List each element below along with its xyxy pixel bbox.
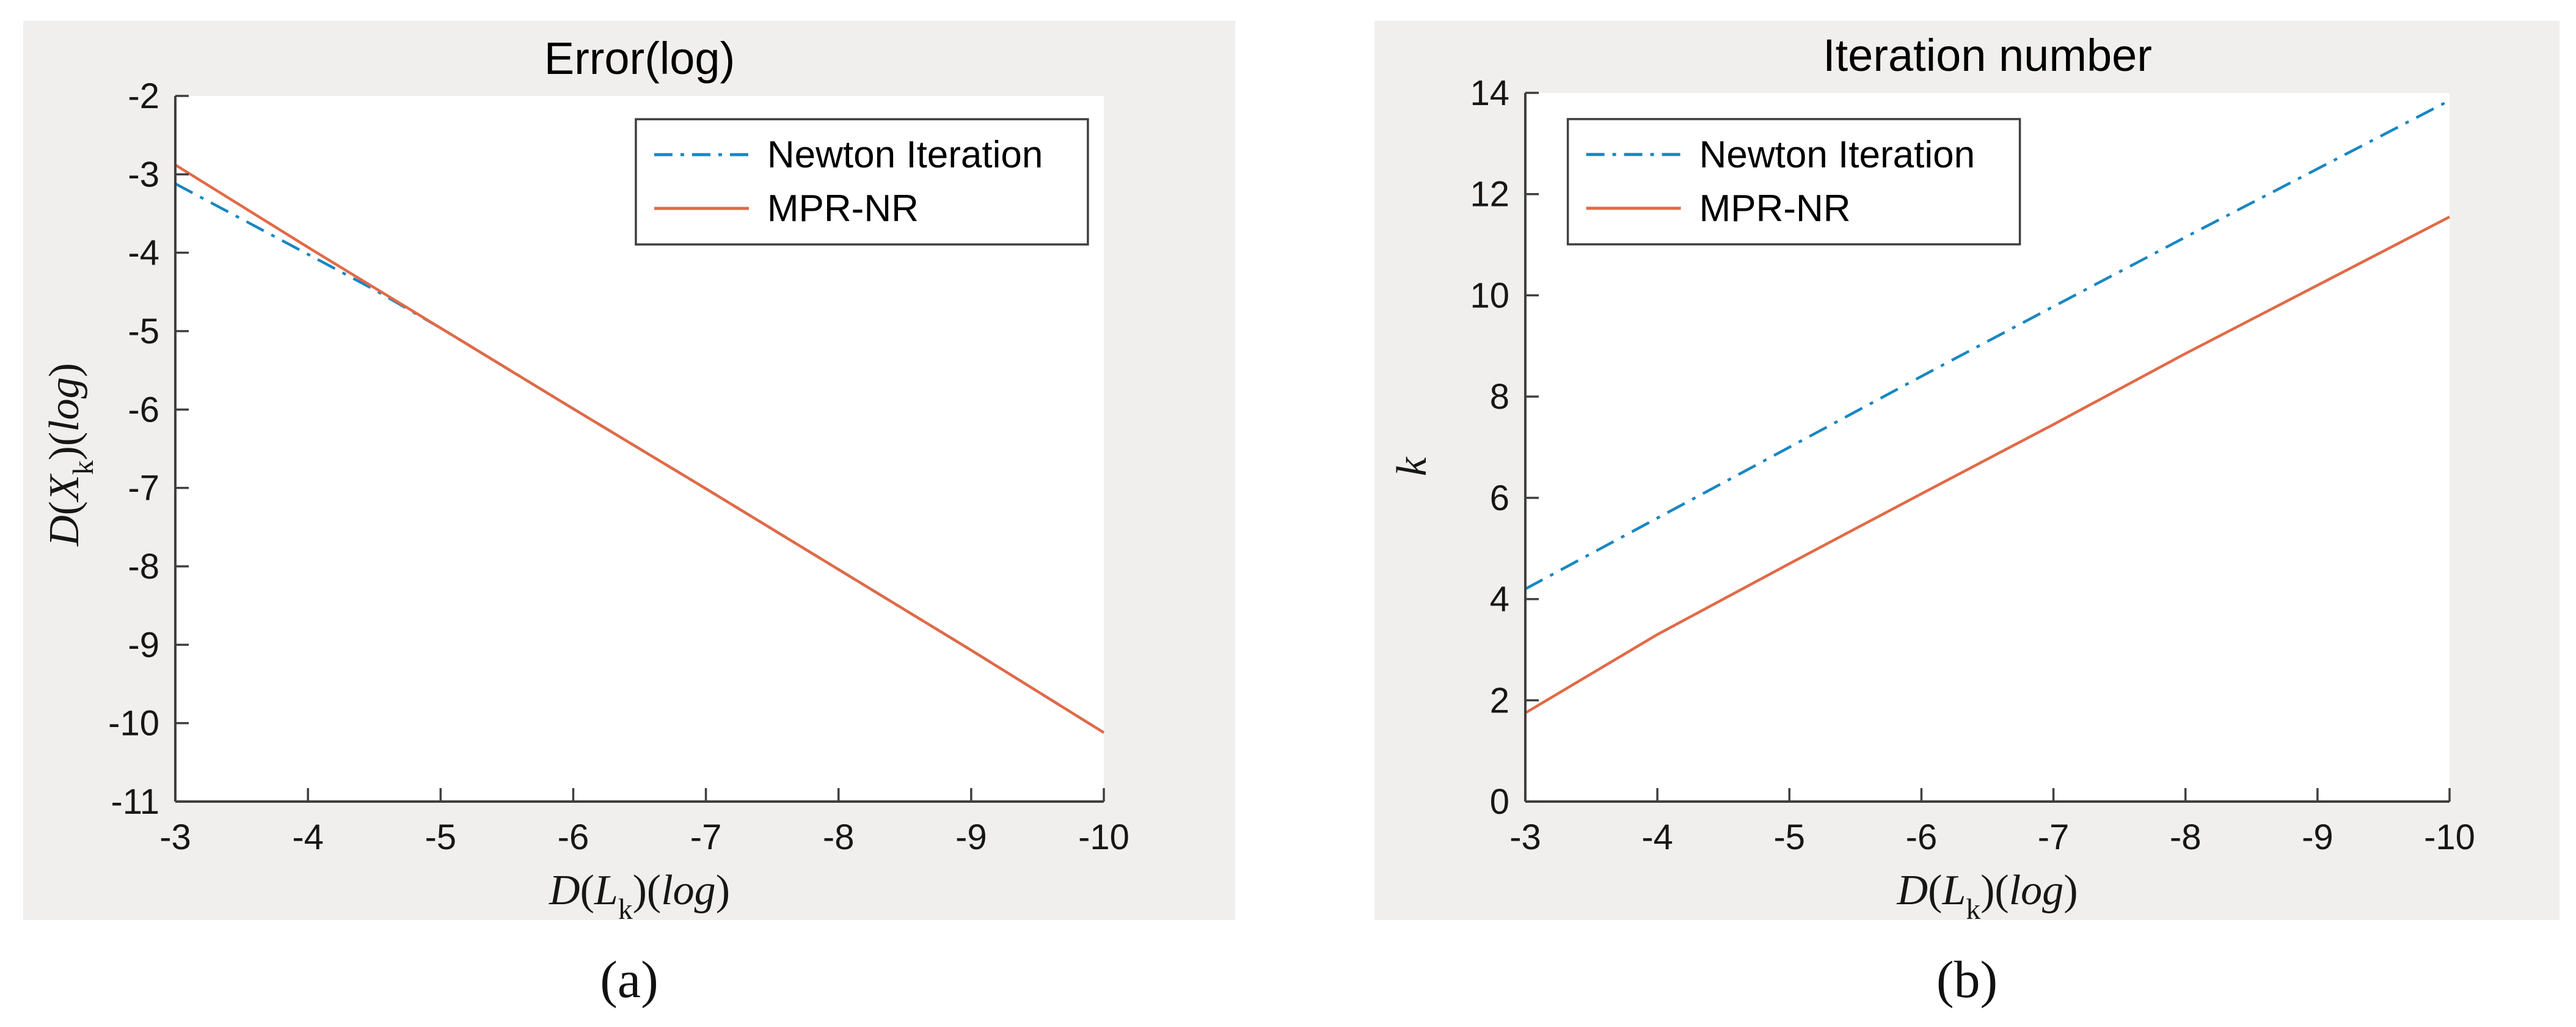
y-axis-tick-label: 6 <box>1490 478 1509 518</box>
x-axis-tick-label: -7 <box>690 817 722 857</box>
legend: Newton Iteration MPR-NR <box>635 118 1089 246</box>
x-axis-tick-label: -4 <box>292 817 324 857</box>
series-line-mpr-nr <box>1524 216 2451 714</box>
x-axis-tick-label: -7 <box>2038 817 2070 857</box>
y-axis-tick-label: -2 <box>128 76 159 116</box>
y-axis-tick-label: 2 <box>1490 681 1509 720</box>
x-axis-tick-label: -10 <box>1078 817 1129 857</box>
chart-title: Error(log) <box>544 33 735 84</box>
y-axis-label: D(Xk)(log) <box>41 363 100 547</box>
x-axis-tick-label: -5 <box>1773 817 1805 857</box>
x-axis-label: D(Lk)(log) <box>549 867 730 920</box>
axes-spines <box>174 96 1104 803</box>
x-axis-tick-label: -6 <box>1906 817 1938 857</box>
series-line-newton-iteration <box>1524 99 2451 590</box>
x-axis-tick-label: -8 <box>823 817 855 857</box>
series-line-mpr-nr <box>174 163 1105 734</box>
iteration-number-chart: -3 -4 -5 -6 -7 -8 -9 -10 14 12 10 8 6 4 2 0 Iteration nu… <box>1388 30 2475 920</box>
y-axis-tick-label: -3 <box>128 155 159 194</box>
y-axis-tick-label: 12 <box>1470 175 1509 214</box>
x-axis-tick-label: -4 <box>1641 817 1673 857</box>
x-axis-tick-label: -10 <box>2424 817 2475 857</box>
subfigure-caption-b: (b) <box>1936 950 1998 1009</box>
y-axis-tick-label: -4 <box>128 233 159 273</box>
x-axis-label: D(Lk)(log) <box>1897 867 2078 920</box>
y-axis-tick-label: -6 <box>128 390 159 429</box>
legend-item-label: Newton Iteration <box>767 134 1043 176</box>
legend: Newton Iteration MPR-NR <box>1566 118 2021 246</box>
error-log-chart: -3 -4 -5 -6 -7 -8 -9 -10 -2 -3 -4 -5 -6 -7 -8 -9 -10 -11 E… <box>41 33 1129 920</box>
x-axis-tick-label: -3 <box>159 817 191 857</box>
y-axis-label: k <box>1388 456 1436 477</box>
y-axis-tick-label: 8 <box>1490 377 1509 417</box>
x-axis-tick-label: -9 <box>955 817 987 857</box>
y-axis-tick-label: -7 <box>128 469 159 508</box>
chart-title: Iteration number <box>1823 30 2152 81</box>
panel-error-log: -3 -4 -5 -6 -7 -8 -9 -10 -2 -3 -4 -5 -6 -7 -8 -9 -10 -11 E… <box>23 21 1235 920</box>
y-axis-tick-label: 14 <box>1470 73 1509 113</box>
x-axis-tick-label: -5 <box>425 817 456 857</box>
y-axis-tick-label: -10 <box>108 704 159 744</box>
legend-box <box>635 118 1089 246</box>
subfigure-caption-a: (a) <box>600 950 659 1009</box>
panel-iteration-number: -3 -4 -5 -6 -7 -8 -9 -10 14 12 10 8 6 4 2 0 Iteration nu… <box>1374 21 2560 920</box>
legend-item-label: MPR-NR <box>1699 188 1851 230</box>
y-axis-tick-label: 4 <box>1490 580 1509 619</box>
legend-item-label: MPR-NR <box>767 188 919 230</box>
legend-box <box>1566 118 2021 246</box>
y-axis-tick-label: -11 <box>111 782 159 822</box>
y-axis-tick-label: -5 <box>128 312 159 351</box>
x-axis-tick-label: -8 <box>2170 817 2202 857</box>
x-axis-tick-label: -9 <box>2302 817 2333 857</box>
x-axis-tick-label: -3 <box>1509 817 1541 857</box>
y-axis-tick-label: 10 <box>1470 276 1509 315</box>
y-axis-tick-label: -9 <box>128 625 159 665</box>
axes-spines <box>1524 93 2450 803</box>
x-axis-tick-label: -6 <box>558 817 589 857</box>
y-axis-tick-label: 0 <box>1490 782 1509 822</box>
legend-item-label: Newton Iteration <box>1699 134 1975 176</box>
y-axis-tick-label: -8 <box>128 547 159 587</box>
